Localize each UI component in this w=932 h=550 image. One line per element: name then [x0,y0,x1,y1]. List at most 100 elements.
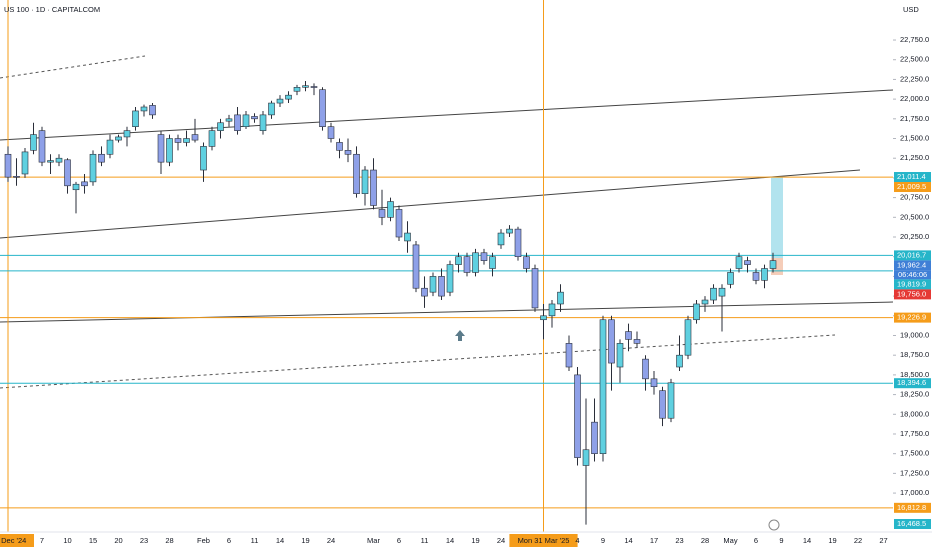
x-tick-label: 9 [601,536,605,545]
candle-body [115,136,122,141]
x-tick-label: 19 [301,536,309,545]
y-tick-label: 17,000.0 [900,488,929,497]
candle-body [463,256,471,273]
y-tick-label: 20,250.0 [900,232,929,241]
level-label: 16,812.8 [897,503,926,512]
level-label-box [894,182,931,193]
candle-body [242,114,250,127]
candle-body [98,153,105,163]
y-tick-label: 17,250.0 [900,468,929,477]
candle-body [761,268,768,281]
level-label: 19,819.9 [897,279,926,288]
candle-body [395,209,403,238]
x-tick-label: Mon 31 Mar '25 [518,536,570,545]
x-tick-label: 7 [40,536,44,545]
candle-body [565,343,573,368]
candle-body [489,256,496,269]
candle-body [744,260,751,265]
level-label-box [894,312,931,323]
x-tick-label: 14 [624,536,632,545]
candle-body [455,256,462,265]
candle-body [259,114,267,131]
candle-body [421,287,428,297]
x-tick-label: 19 [471,536,479,545]
candle-body [404,232,411,242]
candle-body [557,291,564,305]
candle-body [514,228,522,258]
x-tick-label: May [723,536,737,545]
level-label-box [894,502,931,513]
x-label-highlight [0,534,34,547]
candle-body [548,303,556,317]
candle-body [608,319,615,364]
candle-body [370,169,377,206]
level-label: 21,011.4 [897,172,926,181]
x-tick-label: 6 [397,536,401,545]
x-tick-label: 27 [879,536,887,545]
currency-label: USD [903,5,919,14]
candle-body [81,181,88,187]
candle-body [718,287,726,297]
x-tick-label: 22 [854,536,862,545]
candle-body [344,150,352,155]
countdown: 06:46:06 [898,270,927,279]
candle-body [769,260,777,269]
candle-body [361,169,369,194]
y-tick-label: 22,250.0 [900,74,929,83]
x-tick-label: 10 [63,536,71,545]
candle-body [276,98,284,104]
candle-body [684,319,692,356]
y-tick-label: 19,000.0 [900,330,929,339]
y-tick-label: 18,250.0 [900,390,929,399]
x-tick-label: 20 [114,536,122,545]
trend-line [0,89,894,141]
x-tick-label: 24 [327,536,335,545]
y-tick-label: 21,250.0 [900,153,929,162]
x-tick-label: 23 [675,536,683,545]
candle-body [285,94,292,100]
x-tick-label: 28 [701,536,709,545]
candle-body [123,130,131,138]
x-tick-label: 14 [276,536,284,545]
level-label-box [894,378,931,389]
level-label: 21,009.5 [897,182,926,191]
y-tick-label: 20,500.0 [900,212,929,221]
candle-body [506,228,513,234]
candle-body [327,126,335,139]
lightning-icon[interactable] [768,519,780,531]
x-tick-label: 31 Dec '24 [0,536,26,545]
candle-body [234,114,241,131]
candle-body [89,153,97,183]
y-tick-label: 18,000.0 [900,409,929,418]
candle-body [480,252,488,261]
candle-body [106,139,114,155]
arrow-icon [455,330,465,341]
candle-body [667,382,675,419]
candle-body [217,122,224,131]
candle-body [200,146,207,171]
level-label-box [894,172,931,183]
candle-body [438,276,445,297]
candle-body [650,378,658,388]
candle-body [642,358,649,380]
candle-body [693,303,700,321]
candle-body [659,390,666,419]
y-tick-label: 18,750.0 [900,350,929,359]
plot-area [0,0,894,532]
x-tick-label: 6 [227,536,231,545]
candle-body [191,134,199,141]
candle-body [208,130,216,147]
long-position-target [771,177,783,258]
x-tick-label: 9 [779,536,783,545]
dotted-trend-line [0,55,146,79]
candle-body [429,276,437,293]
y-tick-label: 20,750.0 [900,193,929,202]
candle-body [591,421,598,454]
y-tick-label: 17,750.0 [900,429,929,438]
dotted-trend-line [0,334,836,389]
x-tick-label: 28 [165,536,173,545]
candle-body [4,153,12,178]
candle-body [64,159,71,187]
